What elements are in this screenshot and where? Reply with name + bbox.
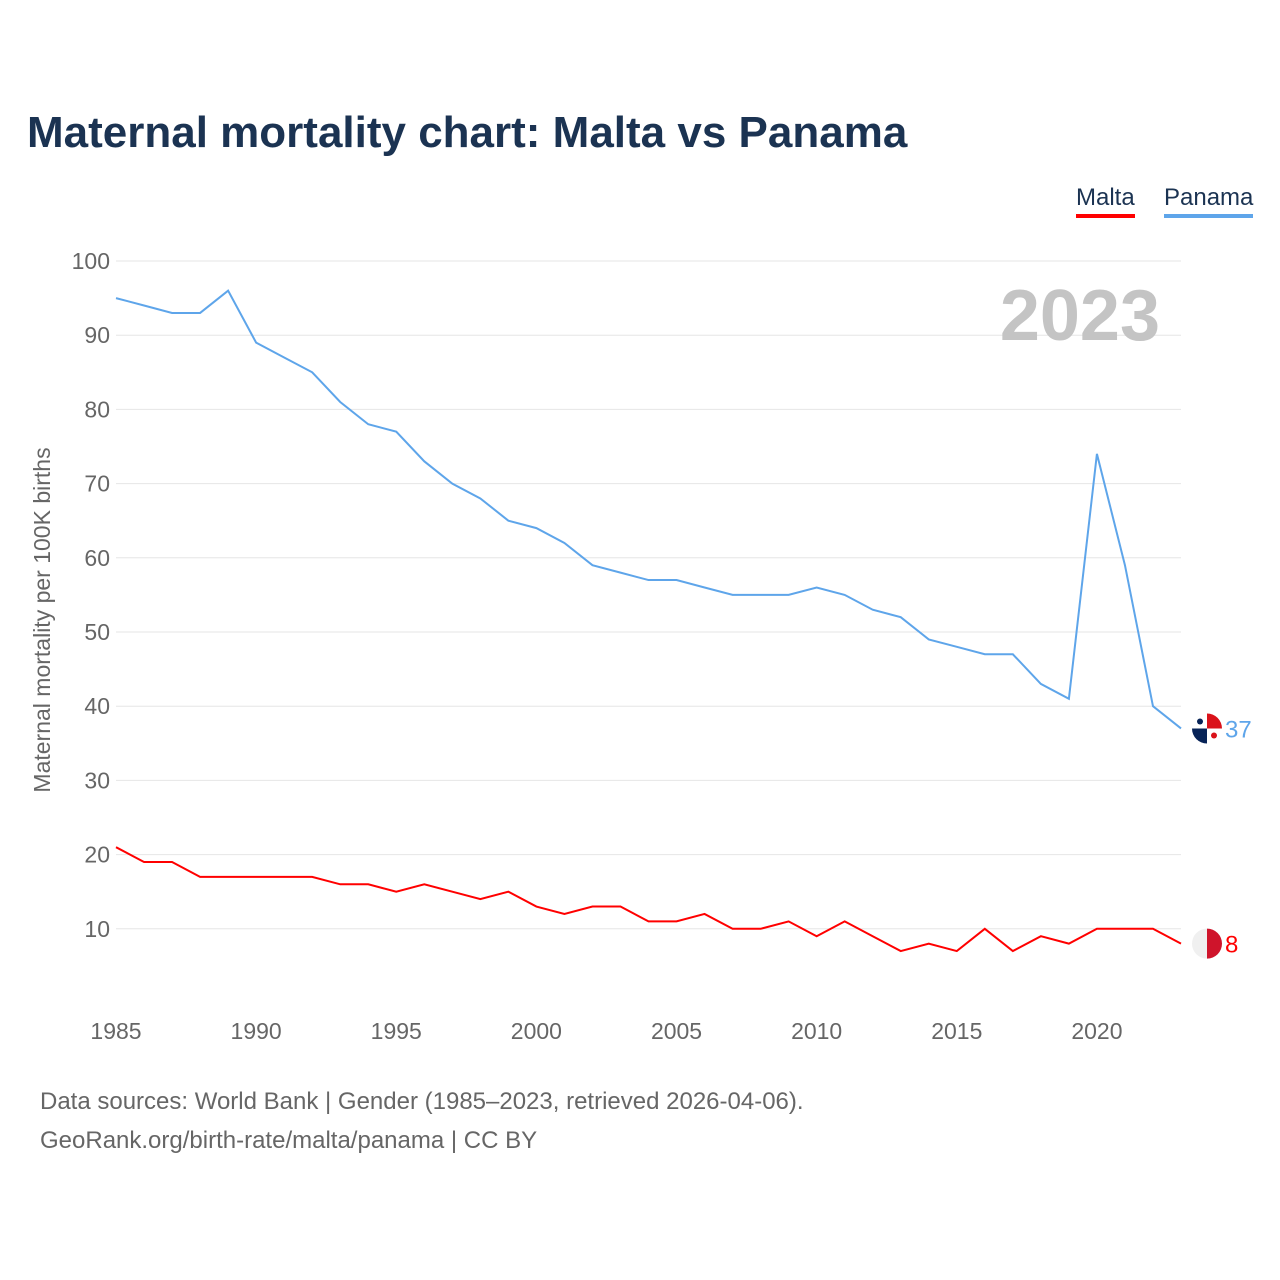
legend-panama[interactable]: Panama: [1164, 184, 1254, 218]
y-tick-label: 50: [84, 619, 110, 645]
x-tick-label: 1985: [90, 1018, 141, 1044]
panama-flag-icon: [1192, 728, 1207, 744]
y-tick-label: 90: [84, 322, 110, 348]
y-tick-label: 30: [84, 767, 110, 793]
end-value-label: 37: [1225, 716, 1252, 743]
y-tick-label: 80: [84, 396, 110, 422]
panama-flag-icon: [1197, 718, 1203, 725]
x-tick-label: 2010: [791, 1018, 842, 1044]
y-tick-label: 60: [84, 545, 110, 571]
x-tick-label: 2015: [931, 1018, 982, 1044]
series-line-panama: [115, 289, 1182, 730]
y-tick-label: 20: [84, 842, 110, 868]
malta-flag-icon: [1207, 928, 1222, 959]
x-tick-label: 2020: [1071, 1018, 1122, 1044]
x-tick-label: 1990: [231, 1018, 282, 1044]
y-tick-label: 70: [84, 471, 110, 497]
x-tick-label: 2005: [651, 1018, 702, 1044]
panama-flag-icon: [1211, 732, 1217, 739]
footer-link[interactable]: GeoRank.org/birth-rate/malta/panama | CC…: [40, 1127, 538, 1154]
y-tick-label: 40: [84, 693, 110, 719]
x-tick-label: 1995: [371, 1018, 422, 1044]
chart-title: Maternal mortality chart: Malta vs Panam…: [27, 108, 908, 157]
legend-malta[interactable]: Malta: [1076, 184, 1135, 218]
series-line-malta: [115, 846, 1182, 953]
y-axis-label: Maternal mortality per 100K births: [29, 447, 55, 792]
year-label: 2023: [1000, 276, 1160, 356]
footer-sources: Data sources: World Bank | Gender (1985–…: [40, 1088, 804, 1115]
x-tick-label: 2000: [511, 1018, 562, 1044]
y-tick-label: 100: [72, 248, 110, 274]
end-value-label: 8: [1225, 932, 1238, 959]
y-tick-label: 10: [84, 916, 110, 942]
panama-flag-icon: [1207, 713, 1222, 729]
